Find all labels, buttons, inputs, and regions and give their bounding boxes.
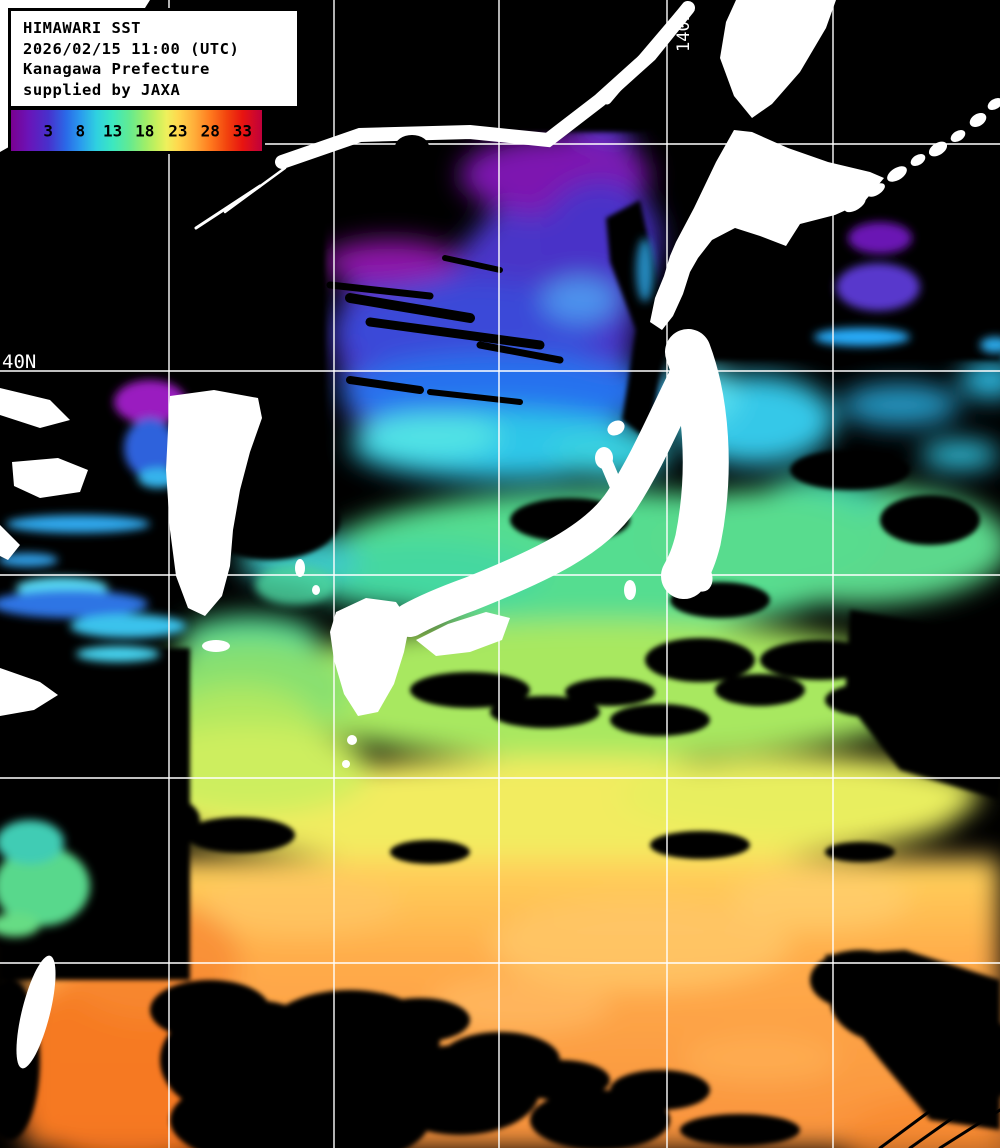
land-hokkaido [650,130,884,330]
land-noto [595,447,613,469]
land-china-coast [0,668,58,716]
colorbar-tick: 28 [200,121,220,140]
land-kyushu [330,598,410,716]
sst-detail-layer [0,222,1000,937]
timestamp: 2026/02/15 11:00 (UTC) [23,39,240,58]
colorbar-tick: 18 [135,121,155,140]
land-kuril-islands [844,98,1000,213]
temperature-colorbar: 3 8 13 18 23 28 33 [8,107,265,154]
land-jeju [202,640,230,652]
land-korea [166,390,262,616]
colorbar-tick: 8 [75,121,86,140]
colorbar-tick: 3 [43,121,53,140]
colorbar-tick: 23 [168,121,188,140]
colorbar-tick: 13 [103,121,123,140]
land-taiwan [16,955,56,1069]
region-name: Kanagawa Prefecture [23,60,210,78]
meridian-label-140e: 140E [674,11,694,52]
cloud-streaks [326,255,1000,1148]
land-izu [624,580,636,600]
product-title: HIMAWARI SST [23,19,141,37]
land-shikoku [416,612,510,656]
land-sakhalin [720,0,836,118]
land-boso [687,560,713,592]
colorbar-tick: 33 [232,121,253,140]
land-siberian-coast [194,1,695,230]
parallel-label-40n: 40N [2,351,36,373]
land-honshu [393,329,729,637]
land-sado [607,420,625,436]
credit-line: supplied by JAXA [23,80,181,99]
info-box: HIMAWARI SST 2026/02/15 11:00 (UTC) Kana… [8,8,300,109]
